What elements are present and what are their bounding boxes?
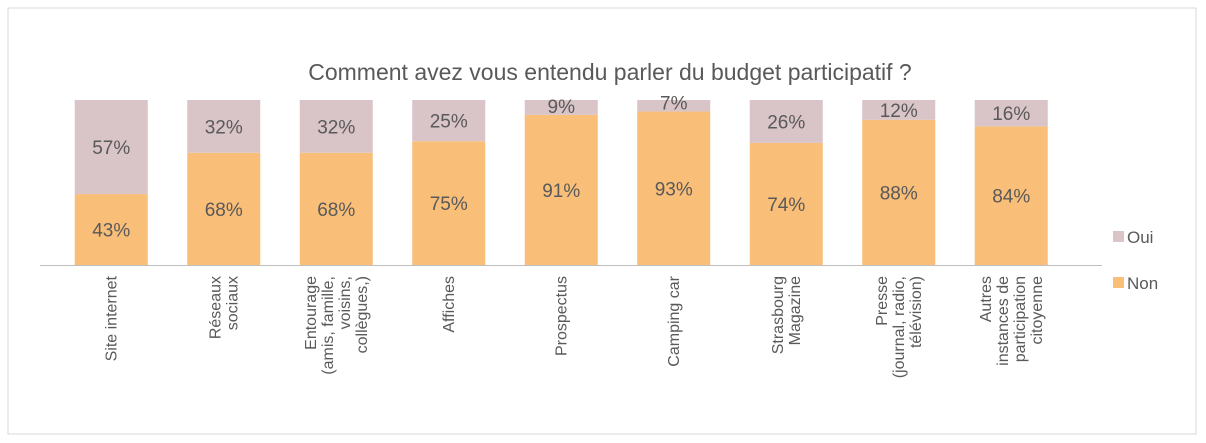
bar-segment	[412, 141, 486, 265]
bar-segment	[749, 100, 823, 143]
bar-segment	[74, 100, 148, 195]
data-label: 75%	[430, 194, 468, 215]
data-label: 93%	[655, 179, 693, 200]
bar-segment	[187, 100, 261, 153]
x-tick-label: Site internet	[103, 275, 120, 361]
bar-segment	[524, 100, 598, 115]
data-label: 32%	[317, 117, 355, 138]
data-label: 68%	[205, 200, 243, 221]
bar-segment	[637, 111, 711, 265]
data-label: 7%	[660, 94, 688, 115]
chart-title: Comment avez vous entendu parler du budg…	[308, 59, 911, 85]
bar-segment	[862, 100, 936, 120]
data-label: 26%	[767, 112, 805, 133]
data-label: 88%	[880, 183, 918, 204]
x-tick-label: Camping car	[666, 275, 683, 366]
bar-segment	[974, 126, 1048, 266]
bar-segment	[749, 142, 823, 265]
bar-segment	[524, 114, 598, 265]
bar-segment	[412, 100, 486, 142]
data-label: 16%	[992, 104, 1030, 125]
bar-segment	[299, 152, 373, 265]
bar-segment	[74, 194, 148, 265]
data-label: 84%	[992, 187, 1030, 208]
data-label: 12%	[880, 101, 918, 122]
legend-label: Oui	[1127, 228, 1153, 247]
x-tick-label: Affiches	[441, 276, 458, 333]
bar-segment	[187, 152, 261, 265]
bar-segment	[637, 100, 711, 112]
legend-swatch	[1113, 231, 1124, 242]
bar-segment	[299, 100, 373, 153]
x-tick-label: Prospectus	[553, 276, 570, 356]
data-label: 74%	[767, 195, 805, 216]
legend-swatch	[1113, 277, 1124, 288]
bar-segment	[974, 100, 1048, 127]
data-label: 9%	[548, 97, 576, 118]
x-tick-label: StrasbourgMagazine	[770, 276, 804, 354]
data-label: 32%	[205, 117, 243, 138]
legend-label: Non	[1127, 274, 1158, 293]
bar-segment	[862, 119, 936, 265]
data-label: 25%	[430, 112, 468, 133]
data-label: 68%	[317, 200, 355, 221]
x-tick-label: Autresinstances departicipationcitoyenne	[978, 276, 1046, 366]
data-label: 43%	[92, 221, 130, 242]
x-tick-label: Presse(journal, radio,télévision)	[874, 276, 925, 378]
data-label: 91%	[542, 181, 580, 202]
x-tick-label: Réseauxsociaux	[207, 276, 241, 339]
x-tick-label: Entourage(amis, famille,voisins,collègue…	[303, 276, 371, 375]
data-label: 57%	[92, 138, 130, 159]
